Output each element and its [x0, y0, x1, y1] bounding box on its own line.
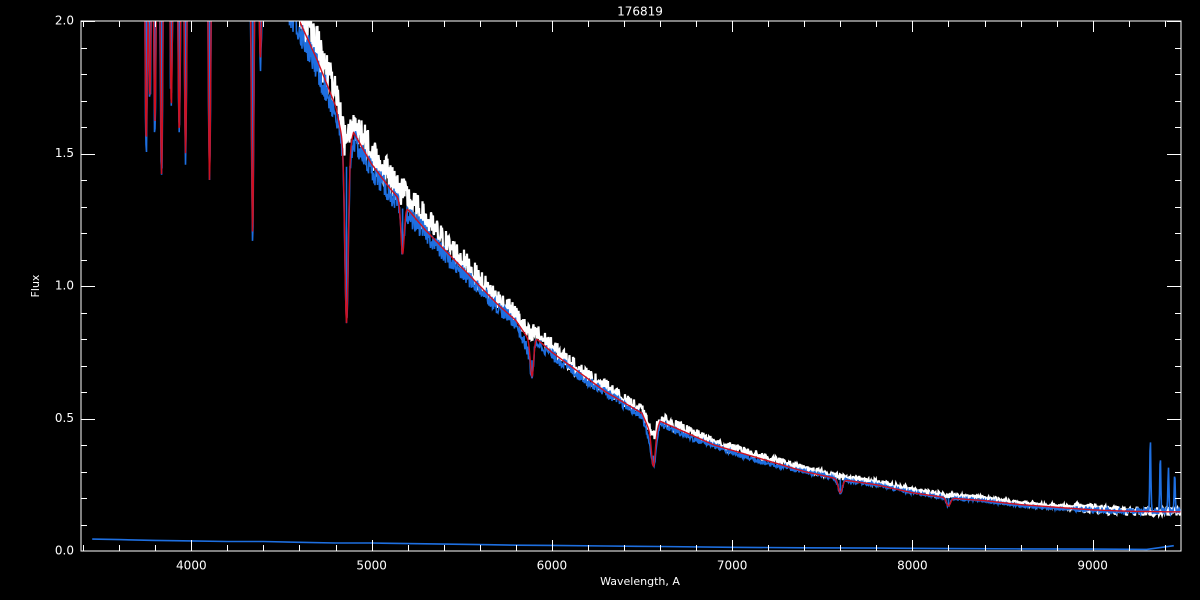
- y-axis-label: Flux: [29, 274, 42, 297]
- tick-marks: [81, 20, 1181, 551]
- x-tick-label: 5000: [356, 559, 387, 573]
- x-tick-label: 7000: [717, 559, 748, 573]
- plot-title: 176819: [617, 5, 663, 19]
- y-tick-label: 0.5: [55, 411, 74, 425]
- x-tick-label: 9000: [1077, 559, 1108, 573]
- x-axis-label: Wavelength, A: [600, 575, 680, 588]
- data-series-layer: [92, 21, 1181, 551]
- y-tick-label: 0.0: [55, 544, 74, 558]
- series-observed-white: [300, 21, 1181, 520]
- y-tick-label: 1.0: [55, 279, 74, 293]
- y-tick-label: 2.0: [55, 14, 74, 28]
- series-model-red: [144, 21, 1181, 513]
- series-error-curve: [92, 538, 1174, 551]
- y-tick-label: 1.5: [55, 146, 74, 160]
- x-tick-label: 8000: [897, 559, 928, 573]
- x-tick-label: 6000: [537, 559, 568, 573]
- tick-labels: 4000 5000 6000 7000 8000 9000 0.0 0.5 1.0 1.5 2.0: [55, 14, 1108, 573]
- x-tick-label: 4000: [176, 559, 207, 573]
